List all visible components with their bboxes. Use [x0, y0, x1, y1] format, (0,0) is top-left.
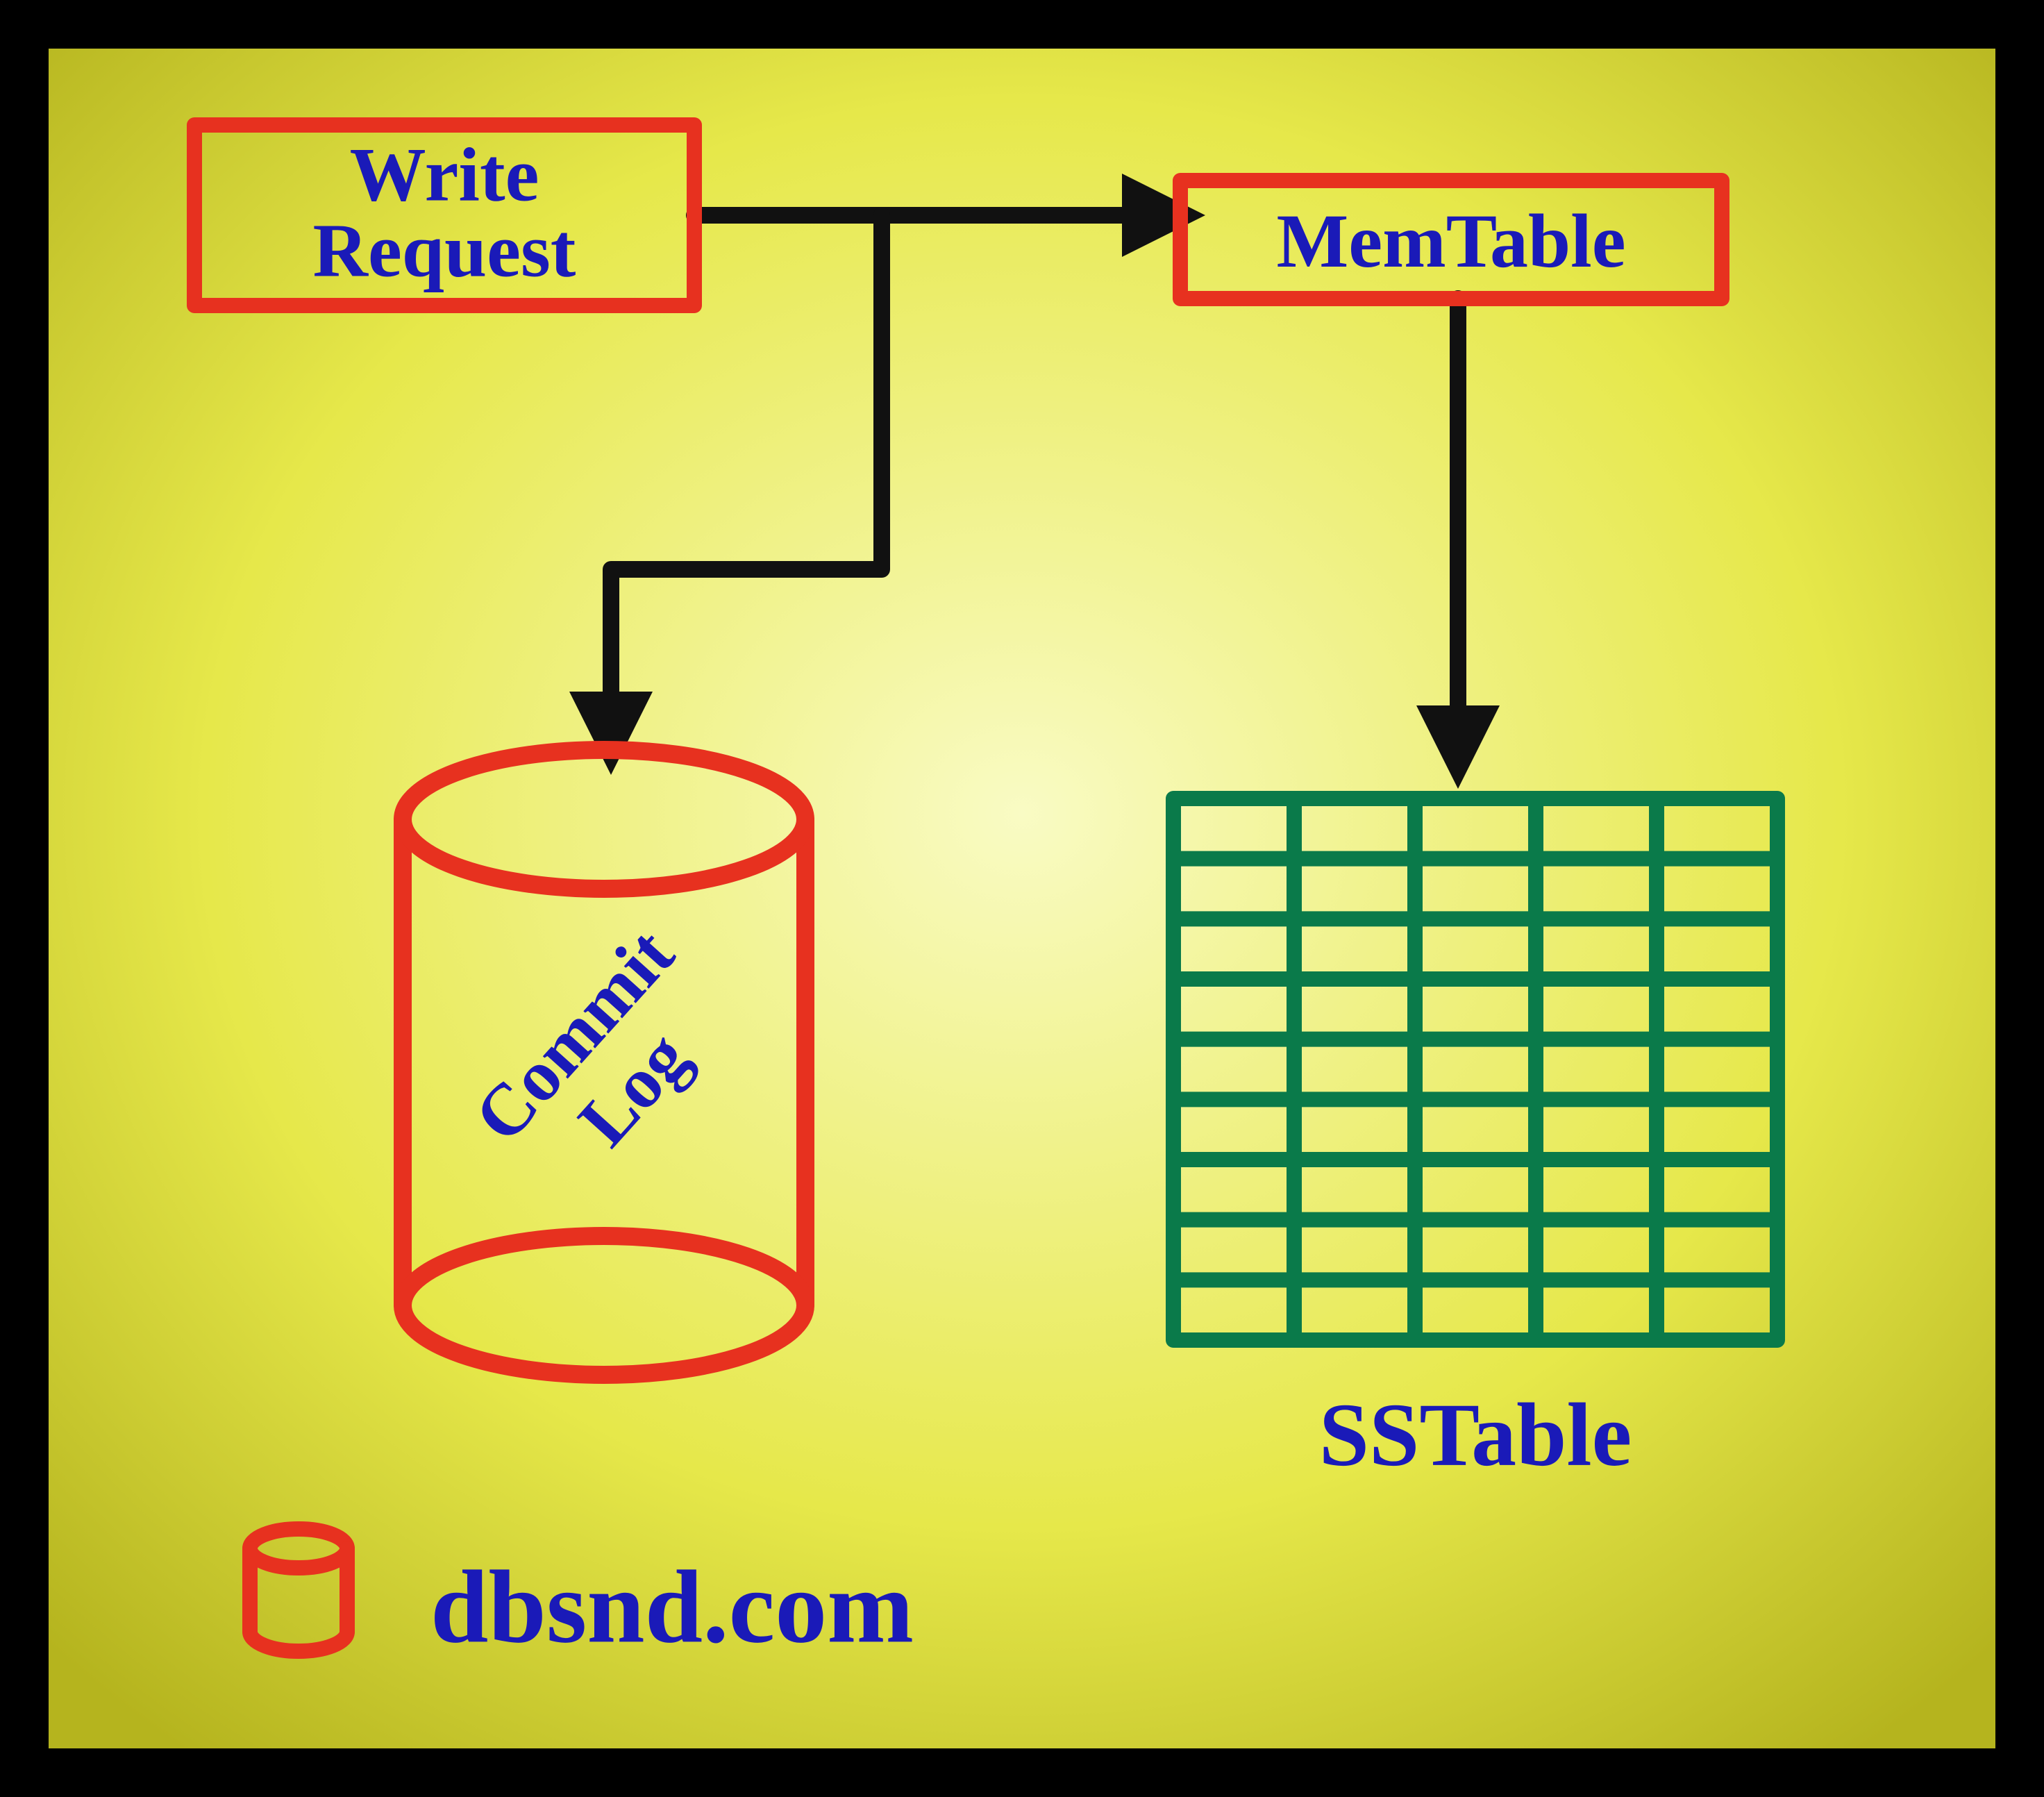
write-request-label-line2: Request: [313, 208, 576, 293]
watermark-text: dbsnd.com: [430, 1549, 914, 1664]
memtable-label: MemTable: [1276, 199, 1625, 283]
sstable-label: SSTable: [1319, 1385, 1632, 1485]
write-request-label-line1: Write: [350, 132, 539, 217]
